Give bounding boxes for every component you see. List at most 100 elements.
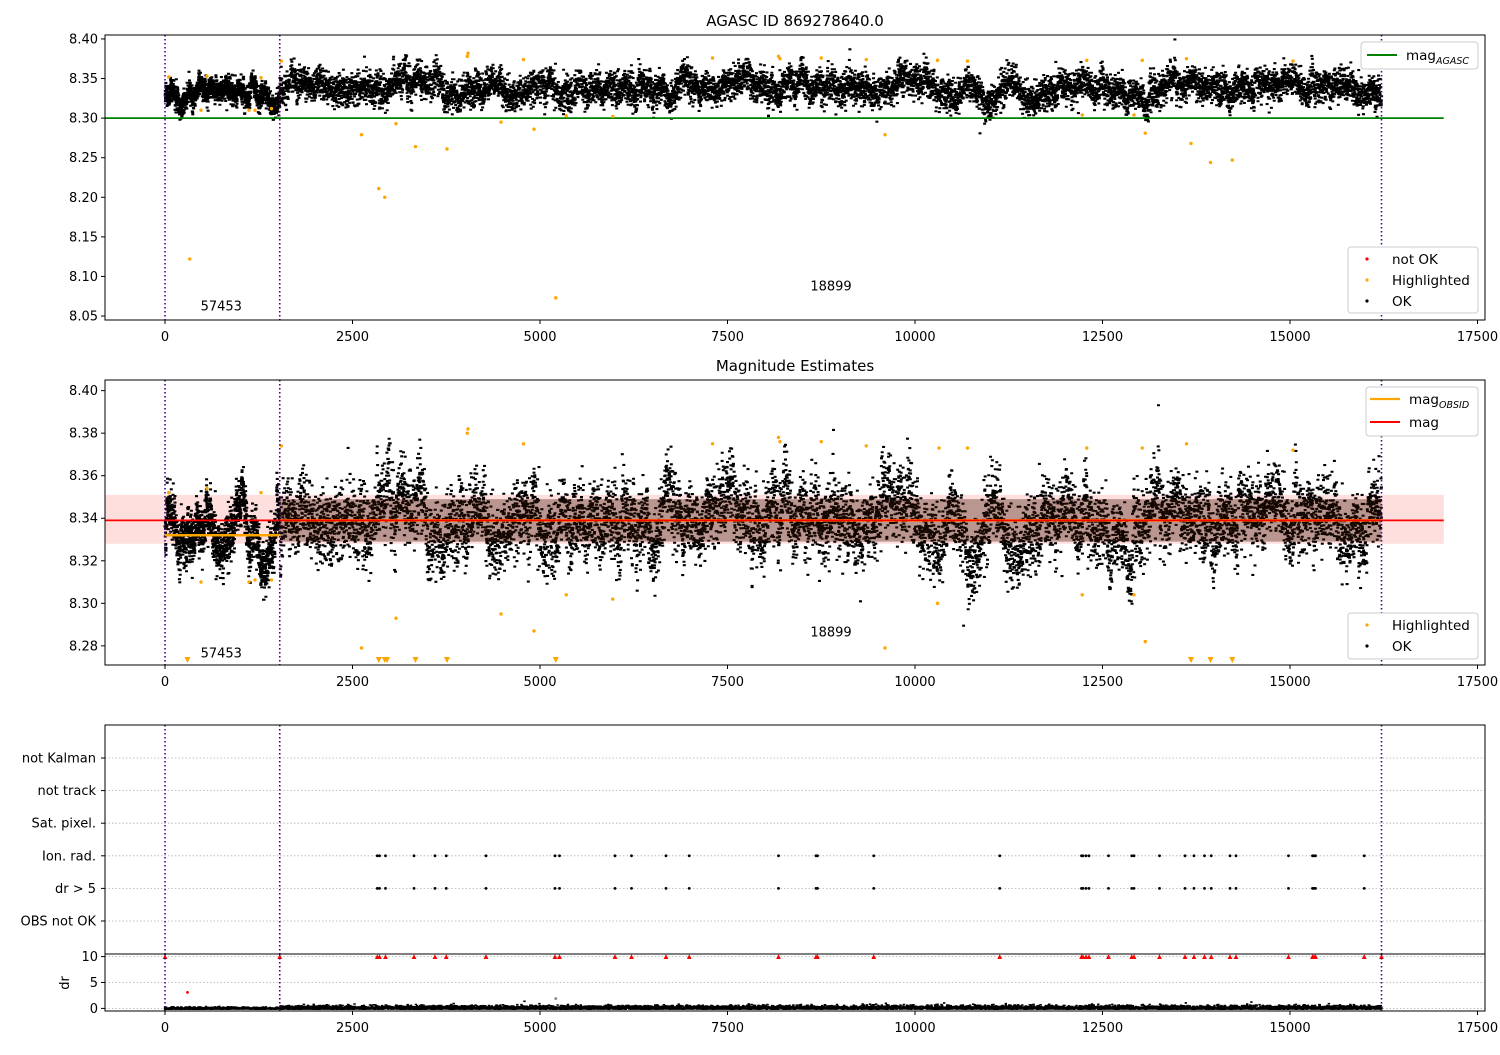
highlighted-point bbox=[466, 427, 470, 431]
panel-1-legend-bottom: not OK Highlighted OK bbox=[1347, 246, 1479, 314]
flag-point bbox=[378, 854, 381, 858]
highlighted-point bbox=[1143, 639, 1147, 644]
clipped-low-marker bbox=[1207, 657, 1214, 663]
x-tick-label: 17500 bbox=[1457, 675, 1498, 690]
y-tick-label: 8.20 bbox=[69, 191, 98, 206]
highlighted-point bbox=[1132, 113, 1136, 117]
x-tick-label: 7500 bbox=[711, 330, 744, 345]
clipped-low-marker bbox=[375, 657, 382, 663]
x-tick-label: 2500 bbox=[336, 1021, 369, 1036]
flag-point bbox=[433, 887, 437, 890]
highlighted-point bbox=[499, 612, 503, 616]
flag-point bbox=[1314, 887, 1317, 890]
clipped-low-marker bbox=[1188, 657, 1194, 663]
flag-point bbox=[1183, 887, 1187, 890]
flag-point bbox=[375, 854, 379, 858]
flag-point bbox=[1132, 854, 1136, 858]
y-tick-label: 0 bbox=[90, 1002, 98, 1017]
flag-point bbox=[1081, 854, 1085, 858]
highlighted-point bbox=[611, 114, 615, 119]
flag-point bbox=[1362, 854, 1366, 858]
highlighted-point bbox=[394, 121, 398, 126]
flag-category-label: not Kalman bbox=[22, 752, 96, 767]
flag-point bbox=[1287, 887, 1290, 890]
flag-category-label: Sat. pixel. bbox=[32, 817, 96, 832]
flag-point bbox=[378, 887, 381, 890]
flag-category-label: not track bbox=[37, 784, 96, 799]
flag-point bbox=[872, 887, 876, 890]
flag-point bbox=[1314, 854, 1317, 858]
highlighted-point bbox=[466, 51, 470, 55]
x-tick-label: 7500 bbox=[711, 1021, 744, 1036]
flag-point bbox=[816, 854, 819, 858]
flag-point bbox=[484, 887, 488, 890]
x-tick-label: 10000 bbox=[894, 330, 935, 345]
x-tick-label: 5000 bbox=[523, 1021, 556, 1036]
flag-point bbox=[664, 854, 668, 858]
highlighted-point bbox=[259, 491, 263, 495]
x-tick-label: 2500 bbox=[336, 675, 369, 690]
legend-ok: OK bbox=[1392, 294, 1413, 310]
y-tick-label: 8.40 bbox=[69, 384, 98, 399]
clipped-low-marker bbox=[444, 657, 450, 663]
x-tick-label: 5000 bbox=[523, 675, 556, 690]
axes-frame bbox=[104, 953, 1486, 1012]
dr-clipped-marker bbox=[1131, 954, 1137, 959]
highlighted-point bbox=[864, 444, 868, 448]
highlighted-point bbox=[465, 54, 469, 59]
panel-magnitude-estimates: Magnitude Estimates 8.28 8.30 8.32 8.34 8.36… bbox=[69, 357, 1498, 690]
highlighted-point bbox=[883, 646, 887, 650]
flag-point bbox=[558, 887, 561, 890]
flag-point bbox=[630, 887, 633, 890]
dr-clipped-marker bbox=[383, 954, 388, 959]
highlighted-point bbox=[883, 133, 887, 137]
flag-category-label: OBS not OK bbox=[21, 915, 97, 930]
x-tick-label: 10000 bbox=[894, 1021, 935, 1036]
flag-point bbox=[816, 887, 819, 890]
dr-clipped-marker bbox=[1202, 954, 1207, 959]
flag-point bbox=[444, 887, 448, 890]
y-tick-label: 8.36 bbox=[69, 469, 98, 484]
ok-points bbox=[278, 38, 1384, 135]
x-tick-label: 12500 bbox=[1082, 1021, 1123, 1036]
flag-point bbox=[384, 887, 387, 890]
ok-points bbox=[163, 69, 282, 121]
highlighted-point bbox=[259, 76, 263, 80]
highlighted-point bbox=[778, 57, 782, 61]
highlighted-point bbox=[253, 108, 257, 112]
dr-clipped-marker bbox=[997, 954, 1003, 959]
dr-clipped-marker bbox=[612, 954, 618, 959]
highlighted-point bbox=[710, 56, 715, 60]
highlighted-point bbox=[499, 120, 503, 124]
flag-point bbox=[1107, 854, 1110, 858]
flag-point bbox=[1362, 887, 1366, 890]
dr-clipped-marker bbox=[552, 954, 558, 959]
flag-point bbox=[998, 854, 1002, 858]
highlighted-point bbox=[1230, 158, 1234, 162]
y-tick-label: 8.30 bbox=[69, 597, 98, 612]
highlighted-point bbox=[935, 58, 940, 63]
highlighted-point bbox=[937, 446, 941, 450]
x-tick-label: 2500 bbox=[336, 330, 369, 345]
dr-points bbox=[163, 1000, 1383, 1010]
y-tick-label: 8.38 bbox=[69, 427, 98, 442]
dr-clipped-marker bbox=[411, 954, 417, 959]
dr-clipped-marker bbox=[1233, 954, 1239, 959]
y-tick-label: 8.28 bbox=[69, 639, 98, 654]
flag-point bbox=[1287, 854, 1290, 858]
highlighted-point bbox=[1291, 59, 1295, 63]
highlighted-point bbox=[205, 486, 209, 491]
highlighted-point bbox=[1085, 446, 1089, 450]
panel-flags: not Kalman not track Sat. pixel. Ion. rad. d… bbox=[21, 724, 1486, 955]
highlighted-point bbox=[532, 629, 536, 633]
flag-point bbox=[664, 887, 668, 890]
x-tick-label: 17500 bbox=[1457, 330, 1498, 345]
highlighted-point bbox=[1140, 446, 1144, 450]
flag-point bbox=[444, 854, 448, 858]
flag-point bbox=[872, 854, 876, 858]
axes-frame bbox=[104, 34, 1486, 321]
flag-point bbox=[777, 854, 780, 858]
clipped-low-marker bbox=[384, 657, 390, 663]
x-tick-label: 0 bbox=[161, 1021, 169, 1036]
